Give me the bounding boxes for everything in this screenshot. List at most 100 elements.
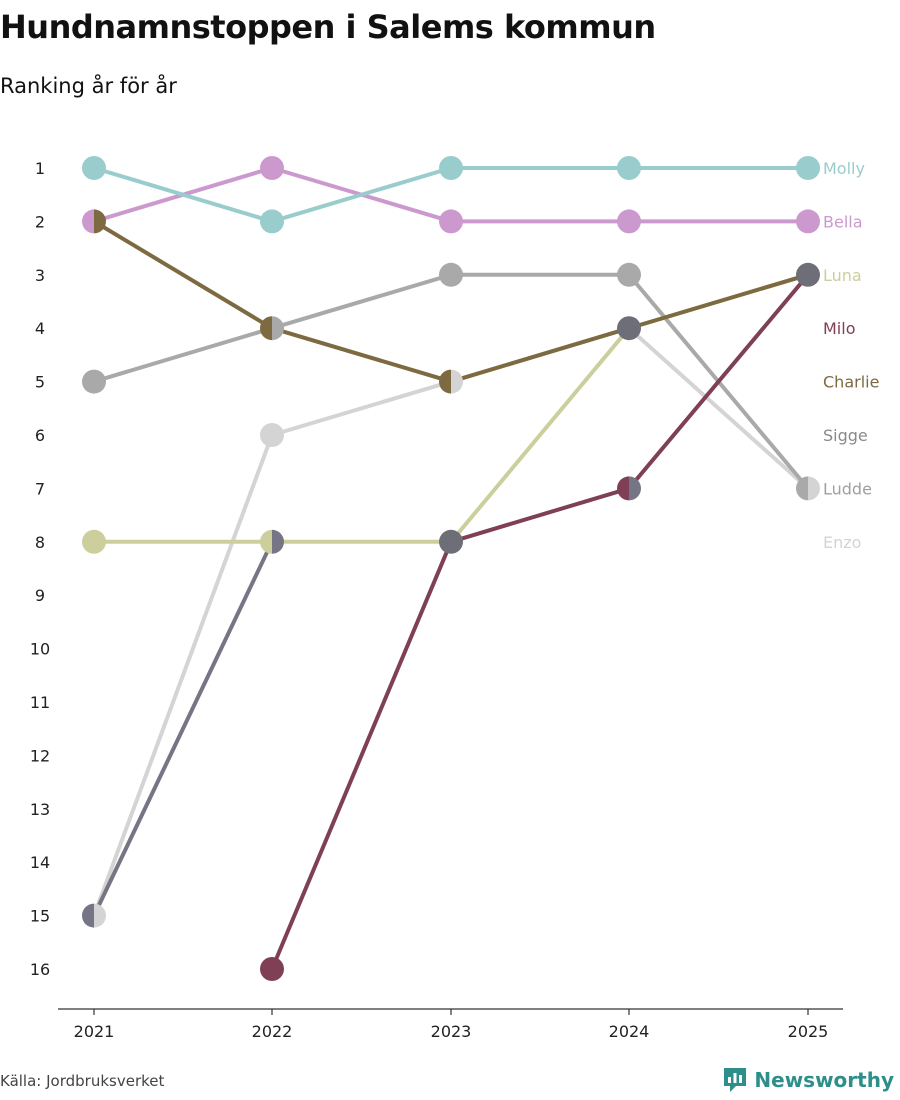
y-tick-label: 1 bbox=[35, 159, 45, 178]
marker-half-right bbox=[272, 316, 284, 341]
y-tick-label: 16 bbox=[30, 960, 50, 979]
marker-half-left bbox=[617, 476, 629, 501]
rank-marker bbox=[260, 156, 284, 180]
marker-dot bbox=[260, 209, 284, 234]
rank-marker bbox=[796, 156, 820, 180]
marker-dot bbox=[260, 156, 284, 180]
logo-text: Newsworthy bbox=[754, 1068, 894, 1092]
marker-dot bbox=[617, 156, 641, 180]
rank-marker bbox=[82, 209, 107, 234]
rank-marker bbox=[82, 903, 107, 928]
rank-marker bbox=[439, 209, 463, 234]
marker-dot bbox=[439, 156, 463, 180]
rank-marker bbox=[260, 529, 284, 554]
x-tick-label: 2025 bbox=[788, 1022, 829, 1041]
marker-dot bbox=[82, 529, 106, 554]
marker-half-right bbox=[272, 529, 284, 554]
series-label-luna: Luna bbox=[823, 266, 862, 285]
rank-marker bbox=[439, 529, 463, 554]
series-line-luna bbox=[92, 272, 810, 544]
series-label-ludde: Ludde bbox=[823, 479, 872, 498]
y-tick-label: 13 bbox=[30, 800, 50, 819]
rank-marker bbox=[617, 476, 641, 501]
rank-marker bbox=[82, 369, 106, 394]
marker-half-left bbox=[439, 369, 451, 394]
series-labels: Molly Bella Luna Milo Charlie Sigge Ludde Enzo bbox=[823, 159, 879, 552]
rank-marker bbox=[796, 262, 820, 287]
x-tick-label: 2022 bbox=[252, 1022, 293, 1041]
rank-marker bbox=[260, 423, 284, 447]
y-tick-label: 10 bbox=[30, 640, 50, 659]
rank-marker bbox=[796, 476, 820, 501]
series-markers bbox=[82, 156, 820, 981]
marker-dot bbox=[260, 957, 284, 981]
series-lines bbox=[92, 166, 810, 971]
rank-marker bbox=[796, 209, 820, 234]
rank-marker bbox=[439, 369, 464, 394]
x-tick-label: 2023 bbox=[431, 1022, 472, 1041]
y-tick-label: 2 bbox=[35, 212, 45, 231]
series-label-sigge: Sigge bbox=[823, 426, 868, 445]
rank-marker bbox=[260, 316, 284, 341]
y-tick-label: 7 bbox=[35, 479, 45, 498]
rank-marker bbox=[82, 156, 106, 180]
y-tick-label: 12 bbox=[30, 746, 50, 765]
bar-chart-icon bbox=[724, 1068, 747, 1092]
x-tick-label: 2021 bbox=[74, 1022, 115, 1041]
rank-marker bbox=[82, 529, 106, 554]
chart-subtitle: Ranking år för år bbox=[0, 74, 177, 98]
marker-half-left bbox=[796, 476, 808, 501]
marker-half-right bbox=[94, 903, 107, 928]
rank-marker bbox=[617, 316, 641, 341]
x-axis: 2021 2022 2023 2024 2025 bbox=[58, 1008, 843, 1041]
series-label-charlie: Charlie bbox=[823, 373, 879, 392]
y-tick-label: 15 bbox=[30, 907, 50, 926]
marker-half-left bbox=[82, 903, 94, 928]
rank-marker bbox=[439, 262, 463, 287]
series-label-milo: Milo bbox=[823, 319, 855, 338]
marker-dot bbox=[617, 262, 641, 287]
series-line-milo bbox=[270, 272, 810, 971]
marker-half-right bbox=[94, 209, 107, 234]
marker-half-left bbox=[82, 209, 94, 234]
series-line-enzo bbox=[92, 326, 810, 918]
series-label-bella: Bella bbox=[823, 212, 863, 231]
marker-dot bbox=[82, 156, 106, 180]
rank-marker bbox=[439, 156, 463, 180]
marker-dot bbox=[617, 316, 641, 341]
rank-marker bbox=[260, 957, 284, 981]
y-tick-label: 8 bbox=[35, 533, 45, 552]
y-tick-label: 4 bbox=[35, 319, 45, 338]
series-label-enzo: Enzo bbox=[823, 533, 861, 552]
marker-dot bbox=[617, 209, 641, 234]
rank-marker bbox=[617, 262, 641, 287]
y-tick-label: 14 bbox=[30, 853, 50, 872]
rank-marker bbox=[617, 209, 641, 234]
series-label-molly: Molly bbox=[823, 159, 865, 178]
marker-dot bbox=[439, 529, 463, 554]
marker-dot bbox=[796, 209, 820, 234]
marker-dot bbox=[796, 262, 820, 287]
marker-dot bbox=[82, 369, 106, 394]
newsworthy-logo[interactable]: Newsworthy bbox=[722, 1066, 894, 1094]
marker-dot bbox=[260, 423, 284, 447]
y-tick-label: 9 bbox=[35, 586, 45, 605]
source-note: Källa: Jordbruksverket bbox=[0, 1072, 165, 1090]
rank-marker bbox=[260, 209, 284, 234]
marker-dot bbox=[796, 156, 820, 180]
y-tick-label: 11 bbox=[30, 693, 50, 712]
marker-half-right bbox=[451, 369, 464, 394]
marker-half-left bbox=[260, 529, 272, 554]
chart-title: Hundnamnstoppen i Salems kommun bbox=[0, 8, 656, 46]
y-tick-label: 3 bbox=[35, 266, 45, 285]
marker-dot bbox=[439, 209, 463, 234]
series-line-ludde bbox=[92, 539, 274, 918]
x-tick-label: 2024 bbox=[609, 1022, 650, 1041]
rank-marker bbox=[617, 156, 641, 180]
marker-half-right bbox=[808, 476, 820, 501]
marker-dot bbox=[439, 262, 463, 287]
marker-half-right bbox=[629, 476, 641, 501]
marker-half-left bbox=[260, 316, 272, 341]
